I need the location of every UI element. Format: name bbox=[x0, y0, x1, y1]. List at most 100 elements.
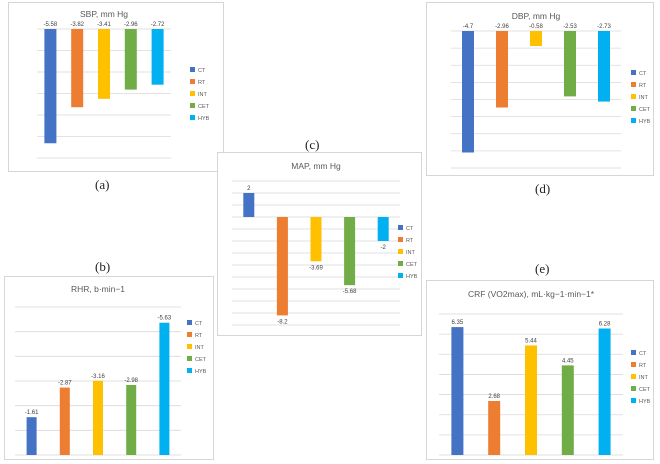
chart-crf-legend-swatch-int bbox=[631, 374, 636, 379]
chart-rhr: RHR, b·min−1 -1.61 -2.87 -3.16 -2.98 -5.63 CT R… bbox=[4, 276, 214, 460]
chart-map-label-int: -3.69 bbox=[309, 265, 323, 271]
chart-dbp-legend-hyb: HYB bbox=[639, 119, 651, 125]
chart-dbp-label-ct: -4.7 bbox=[463, 24, 474, 30]
chart-sbp-label-cet: -2.96 bbox=[124, 22, 138, 28]
chart-crf-legend-ct: CT bbox=[639, 351, 647, 357]
chart-rhr-legend-cet: CET bbox=[195, 357, 207, 363]
chart-map-label-rt: -8.2 bbox=[277, 319, 288, 325]
chart-sbp-bar-int bbox=[98, 29, 110, 99]
chart-dbp-legend-rt: RT bbox=[639, 83, 647, 89]
chart-rhr-legend-hyb: HYB bbox=[195, 369, 207, 375]
chart-dbp-label-cet: -2.53 bbox=[563, 24, 577, 30]
chart-rhr-legend-swatch-int bbox=[187, 344, 192, 349]
chart-dbp-legend-swatch-rt bbox=[631, 82, 636, 87]
chart-map-legend-swatch-hyb bbox=[398, 273, 403, 278]
chart-rhr-label-rt: -2.87 bbox=[58, 381, 72, 387]
chart-crf-legend-swatch-cet bbox=[631, 386, 636, 391]
chart-rhr-label-ct: -1.61 bbox=[25, 410, 39, 416]
chart-sbp-label-ct: -5.58 bbox=[44, 22, 58, 28]
chart-map-legend-ct: CT bbox=[406, 226, 414, 232]
chart-rhr-legend-swatch-ct bbox=[187, 320, 192, 325]
chart-sbp-bar-ct bbox=[44, 29, 57, 144]
chart-crf-bar-ct bbox=[451, 327, 464, 455]
chart-map-legend-swatch-rt bbox=[398, 237, 403, 242]
chart-sbp: SBP, mm Hg -5.58 -3.82 -3.41 -2.96 -2.72 CT RT I… bbox=[8, 2, 224, 172]
chart-map-bar-rt bbox=[276, 217, 288, 316]
chart-rhr-legend-int: INT bbox=[195, 345, 205, 351]
chart-map-legend-rt: RT bbox=[406, 238, 414, 244]
chart-rhr-label-cet: -2.98 bbox=[124, 378, 138, 384]
caption-d: (d) bbox=[535, 181, 551, 196]
chart-map-label-hyb: -2 bbox=[381, 245, 387, 251]
chart-crf-legend-rt: RT bbox=[639, 363, 647, 369]
chart-sbp-legend-int: INT bbox=[198, 92, 208, 98]
chart-dbp-label-int: -0.58 bbox=[529, 24, 543, 30]
chart-sbp-legend-ct: CT bbox=[198, 68, 206, 74]
caption-e: (e) bbox=[535, 261, 550, 276]
chart-rhr-legend-swatch-rt bbox=[187, 332, 192, 337]
chart-crf-legend-cet: CET bbox=[639, 387, 651, 393]
chart-dbp-svg: DBP, mm Hg -4.7 -2.96 -0.58 -2.53 -2.73 CT RT IN… bbox=[451, 11, 651, 169]
chart-rhr-legend-swatch-cet bbox=[187, 356, 192, 361]
chart-crf-bar-cet bbox=[561, 365, 574, 455]
chart-rhr-svg: RHR, b·min−1 -1.61 -2.87 -3.16 -2.98 -5.63 CT R… bbox=[15, 284, 207, 456]
chart-dbp-legend-swatch-ct bbox=[631, 70, 636, 75]
chart-rhr-bar-int bbox=[93, 380, 103, 455]
chart-map-title: MAP, mm Hg bbox=[291, 161, 341, 171]
chart-dbp-legend-swatch-hyb bbox=[631, 118, 636, 123]
chart-crf-label-cet: 4.45 bbox=[562, 358, 574, 364]
chart-map-legend-swatch-cet bbox=[398, 261, 403, 266]
caption-a: (a) bbox=[95, 177, 110, 192]
chart-sbp-bar-cet bbox=[124, 29, 137, 90]
chart-dbp-legend-ct: CT bbox=[639, 71, 647, 77]
caption-c: (c) bbox=[305, 137, 320, 152]
chart-sbp-legend-swatch-ct bbox=[190, 67, 195, 72]
chart-dbp: DBP, mm Hg -4.7 -2.96 -0.58 -2.53 -2.73 CT RT IN… bbox=[426, 2, 654, 176]
chart-sbp-svg: SBP, mm Hg -5.58 -3.82 -3.41 -2.96 -2.72 CT RT I… bbox=[37, 9, 210, 159]
chart-rhr-label-int: -3.16 bbox=[91, 374, 105, 380]
chart-rhr-bar-ct bbox=[26, 417, 37, 455]
chart-dbp-bar-cet bbox=[564, 31, 576, 97]
chart-sbp-legend-hyb: HYB bbox=[198, 116, 210, 122]
chart-map-legend-int: INT bbox=[406, 250, 416, 256]
chart-sbp-legend-swatch-int bbox=[190, 91, 195, 96]
chart-dbp-legend-int: INT bbox=[639, 95, 649, 101]
chart-sbp-title: SBP, mm Hg bbox=[80, 9, 128, 19]
chart-sbp-legend-cet: CET bbox=[198, 104, 210, 110]
chart-map-bar-ct bbox=[243, 193, 255, 217]
chart-crf-legend-hyb: HYB bbox=[639, 399, 651, 405]
chart-crf-legend-swatch-rt bbox=[631, 362, 636, 367]
chart-crf-svg: CRF (VO2max), mL·kg−1·min−1* 6.35 2.68 5.44… bbox=[439, 289, 651, 456]
chart-crf-title: CRF (VO2max), mL·kg−1·min−1* bbox=[468, 289, 595, 299]
chart-map-bar-hyb bbox=[377, 217, 389, 241]
chart-rhr-title: RHR, b·min−1 bbox=[71, 284, 125, 294]
chart-map-legend-hyb: HYB bbox=[406, 274, 418, 280]
chart-crf-legend-swatch-ct bbox=[631, 350, 636, 355]
chart-rhr-legend-ct: CT bbox=[195, 321, 203, 327]
chart-rhr-bar-cet bbox=[126, 384, 137, 455]
chart-crf-legend-int: INT bbox=[639, 375, 649, 381]
chart-crf-label-hyb: 6.28 bbox=[599, 322, 611, 328]
chart-rhr-bar-rt bbox=[59, 387, 70, 455]
chart-sbp-bar-hyb bbox=[151, 29, 164, 85]
chart-dbp-bar-hyb bbox=[598, 31, 610, 102]
chart-dbp-legend-swatch-int bbox=[631, 94, 636, 99]
chart-map-legend-swatch-int bbox=[398, 249, 403, 254]
chart-map-bar-cet bbox=[344, 217, 356, 286]
chart-sbp-label-int: -3.41 bbox=[97, 22, 111, 28]
chart-dbp-title: DBP, mm Hg bbox=[512, 11, 561, 21]
chart-crf-bar-rt bbox=[488, 401, 501, 455]
chart-rhr-legend-swatch-hyb bbox=[187, 368, 192, 373]
chart-map-legend-swatch-ct bbox=[398, 225, 403, 230]
chart-sbp-legend-swatch-rt bbox=[190, 79, 195, 84]
chart-map: MAP, mm Hg 2 -8.2 -3.69 -5.68 -2 CT RT INT CET HYB bbox=[217, 152, 422, 336]
chart-dbp-bar-rt bbox=[496, 31, 508, 108]
chart-rhr-legend-rt: RT bbox=[195, 333, 203, 339]
chart-crf-bar-hyb bbox=[598, 328, 611, 455]
chart-sbp-legend-swatch-cet bbox=[190, 103, 195, 108]
chart-crf: CRF (VO2max), mL·kg−1·min−1* 6.35 2.68 5.44… bbox=[426, 280, 654, 460]
chart-sbp-label-rt: -3.82 bbox=[70, 22, 84, 28]
chart-dbp-label-hyb: -2.73 bbox=[597, 24, 611, 30]
chart-rhr-label-hyb: -5.63 bbox=[158, 316, 172, 322]
chart-sbp-legend-swatch-hyb bbox=[190, 115, 195, 120]
